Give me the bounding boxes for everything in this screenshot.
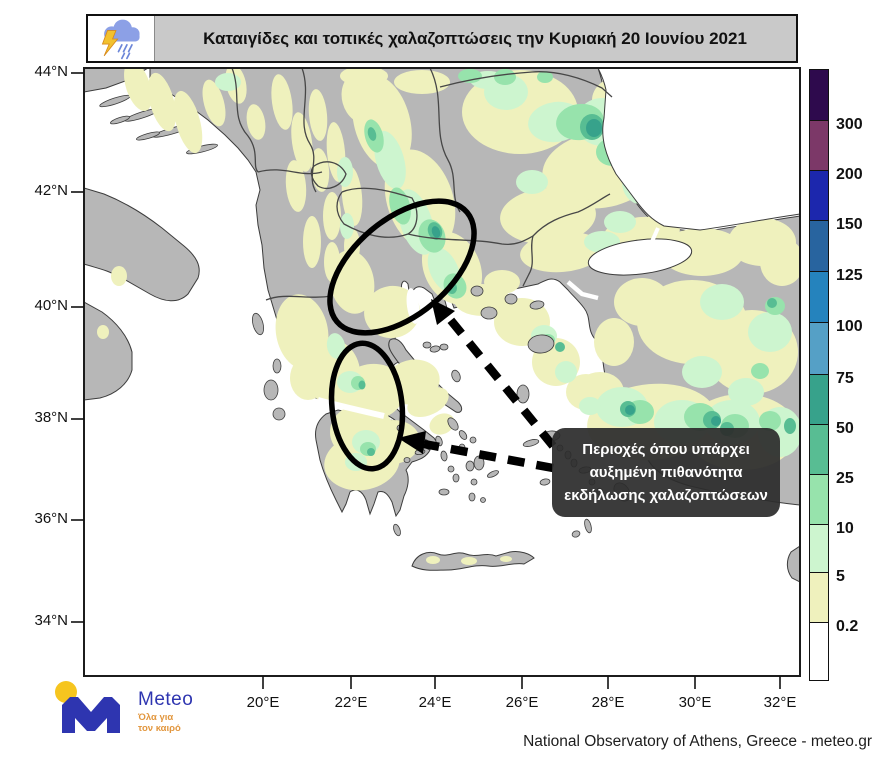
arrow-to-south-ellipse xyxy=(423,439,554,473)
precipitation-colorbar xyxy=(809,69,829,681)
colorbar-step-7 xyxy=(810,375,828,425)
meteo-logo: Meteo Όλα για τον καιρό xyxy=(50,679,280,739)
lon-label-20e: 20°E xyxy=(246,694,280,711)
colorbar-label-200: 200 xyxy=(836,166,863,183)
lat-label-42n: 42°N xyxy=(34,182,68,199)
hail-risk-annotation-box: Περιοχές όπου υπάρχει αυξημένη πιθανότητ… xyxy=(552,428,780,517)
precip-level-50-75 xyxy=(431,119,721,426)
colorbar-label-0-2: 0.2 xyxy=(836,618,859,635)
storm-cloud-lightning-icon xyxy=(101,19,140,59)
lon-label-30e: 30°E xyxy=(678,694,712,711)
lon-label-22e: 22°E xyxy=(334,694,368,711)
lat-label-44n: 44°N xyxy=(34,63,68,80)
colorbar-label-125: 125 xyxy=(836,267,863,284)
colorbar-step-4 xyxy=(810,221,828,272)
meteo-logo-mark-icon xyxy=(55,681,120,733)
title-icon-box xyxy=(88,16,155,61)
black-sea xyxy=(597,68,800,231)
annotation-line-1: Περιοχές όπου υπάρχει xyxy=(582,440,750,458)
colorbar-step-10 xyxy=(810,525,828,573)
lon-ticks xyxy=(262,676,781,689)
bosphorus-strait xyxy=(648,227,660,247)
colorbar-label-5: 5 xyxy=(836,568,845,585)
land-italy-south xyxy=(84,301,133,401)
country-borders xyxy=(231,68,613,301)
annotation-line-3: εκδήλωσης χαλαζοπτώσεων xyxy=(564,487,768,505)
arrowhead-south xyxy=(398,431,426,454)
arrowhead-north xyxy=(431,299,455,325)
colorbar-step-8 xyxy=(810,425,828,475)
gulf-of-corinth xyxy=(317,397,385,419)
colorbar-label-50: 50 xyxy=(836,420,854,437)
greece-weather-map xyxy=(71,67,801,689)
dardanelles-strait xyxy=(566,280,599,301)
colorbar-label-25: 25 xyxy=(836,470,854,487)
lat-label-34n: 34°N xyxy=(34,612,68,629)
colorbar-step-5 xyxy=(810,272,828,323)
lon-label-32e: 32°E xyxy=(763,694,797,711)
lon-label-28e: 28°E xyxy=(591,694,625,711)
sea-of-marmara xyxy=(587,238,693,276)
lat-label-36n: 36°N xyxy=(34,510,68,527)
lat-label-38n: 38°N xyxy=(34,409,68,426)
colorbar-label-75: 75 xyxy=(836,370,854,387)
colorbar-step-1 xyxy=(810,70,828,121)
land-cyprus-tip xyxy=(786,545,800,583)
logo-tagline: Όλα για τον καιρό xyxy=(138,712,181,734)
map-title: Καταιγίδες και τοπικές χαλαζοπτώσεις την… xyxy=(203,28,747,48)
hail-risk-ellipse-south xyxy=(328,340,406,472)
colorbar-step-3 xyxy=(810,171,828,221)
colorbar-label-10: 10 xyxy=(836,520,854,537)
colorbar-step-2 xyxy=(810,121,828,171)
colorbar-label-300: 300 xyxy=(836,116,863,133)
lon-label-24e: 24°E xyxy=(418,694,452,711)
title-bar: Καταιγίδες και τοπικές χαλαζοπτώσεις την… xyxy=(86,14,798,63)
credit-text: National Observatory of Athens, Greece -… xyxy=(523,733,872,750)
lat-label-40n: 40°N xyxy=(34,297,68,314)
colorbar-label-150: 150 xyxy=(836,216,863,233)
colorbar-label-100: 100 xyxy=(836,318,863,335)
map-frame xyxy=(83,67,801,677)
colorbar-step-12 xyxy=(810,623,828,680)
colorbar-step-6 xyxy=(810,323,828,375)
logo-name: Meteo xyxy=(138,689,194,710)
colorbar-step-11 xyxy=(810,573,828,623)
lat-ticks xyxy=(71,72,84,623)
lon-label-26e: 26°E xyxy=(505,694,539,711)
annotation-line-2: αυξημένη πιθανότητα xyxy=(589,463,743,481)
colorbar-step-9 xyxy=(810,475,828,525)
